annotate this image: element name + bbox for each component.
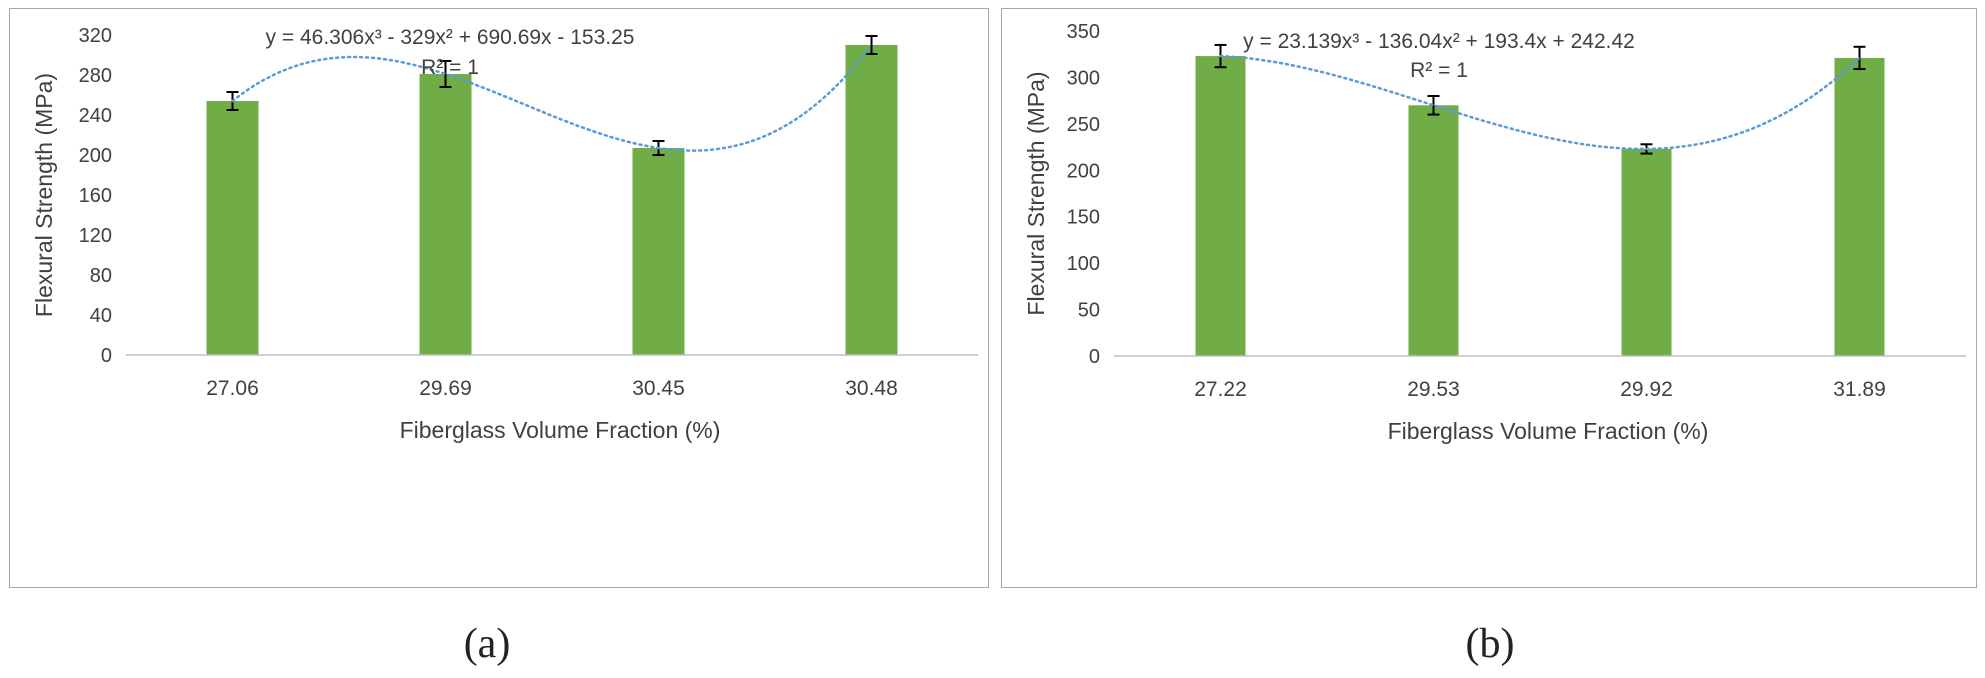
bar [845, 45, 898, 355]
y-tick-label: 350 [1067, 21, 1100, 43]
y-tick-label: 300 [1067, 67, 1100, 89]
y-tick-label: 280 [79, 65, 112, 87]
y-tick-label: 40 [90, 305, 112, 327]
bar [206, 101, 259, 355]
x-tick-label: 30.45 [632, 377, 685, 400]
x-tick-label: 29.53 [1407, 378, 1460, 401]
x-tick-label: 30.48 [845, 377, 898, 400]
x-tick-label: 27.06 [206, 377, 259, 400]
y-tick-label: 200 [79, 145, 112, 167]
y-tick-label: 160 [79, 185, 112, 207]
trendline-equation: y = 46.306x³ - 329x² + 690.69x - 153.25 [266, 26, 635, 49]
caption-a: (a) [463, 621, 511, 667]
error-bar [1427, 95, 1440, 116]
y-tick-label: 80 [90, 265, 112, 287]
bar [632, 148, 685, 355]
x-tick-label: 29.92 [1620, 378, 1673, 401]
y-tick-label: 0 [101, 345, 112, 367]
y-tick-label: 240 [79, 105, 112, 127]
bar [419, 74, 472, 355]
trendline [231, 43, 873, 152]
caption-b: (b) [1465, 621, 1515, 667]
y-tick-label: 150 [1067, 207, 1100, 229]
y-axis-title: Flexural Strength (MPa) [31, 73, 57, 317]
x-tick-label: 31.89 [1833, 378, 1886, 401]
chart-panel-a: 0 40 80 120 160 200 240 280 320 27.06 29.69 30.45 30… [9, 8, 989, 588]
error-bar [865, 35, 878, 55]
bar [1195, 56, 1246, 356]
bar [1621, 148, 1672, 356]
chart-b: 0 50 100 150 200 250 300 350 27.22 29.53 29.92 31.8… [1023, 21, 1966, 444]
bar [1834, 57, 1885, 357]
bar [1408, 105, 1459, 357]
chart-panel-b: 0 50 100 150 200 250 300 350 27.22 29.53 29.92 31.8… [1001, 8, 1977, 588]
y-tick-label: 120 [79, 225, 112, 247]
trendline-r-squared: R² = 1 [421, 56, 479, 79]
trendline-equation: y = 23.139x³ - 136.04x² + 193.4x + 242.4… [1243, 30, 1635, 53]
trendline-r-squared: R² = 1 [1410, 59, 1468, 82]
y-axis-title: Flexural Strength (MPa) [1023, 71, 1049, 315]
y-tick-label: 100 [1067, 253, 1100, 275]
error-bar [439, 60, 452, 88]
x-axis-title: Fiberglass Volume Fraction (%) [400, 417, 721, 443]
chart-a: 0 40 80 120 160 200 240 280 320 27.06 29.69 30.45 30… [31, 25, 978, 443]
y-tick-label: 0 [1089, 346, 1100, 368]
y-tick-label: 200 [1067, 160, 1100, 182]
x-axis-title: Fiberglass Volume Fraction (%) [1388, 418, 1709, 444]
y-tick-label: 50 [1078, 300, 1100, 322]
y-tick-label: 320 [79, 25, 112, 47]
x-tick-label: 29.69 [419, 377, 472, 400]
y-tick-label: 250 [1067, 114, 1100, 136]
trendline [1219, 54, 1861, 151]
x-tick-label: 27.22 [1194, 378, 1247, 401]
